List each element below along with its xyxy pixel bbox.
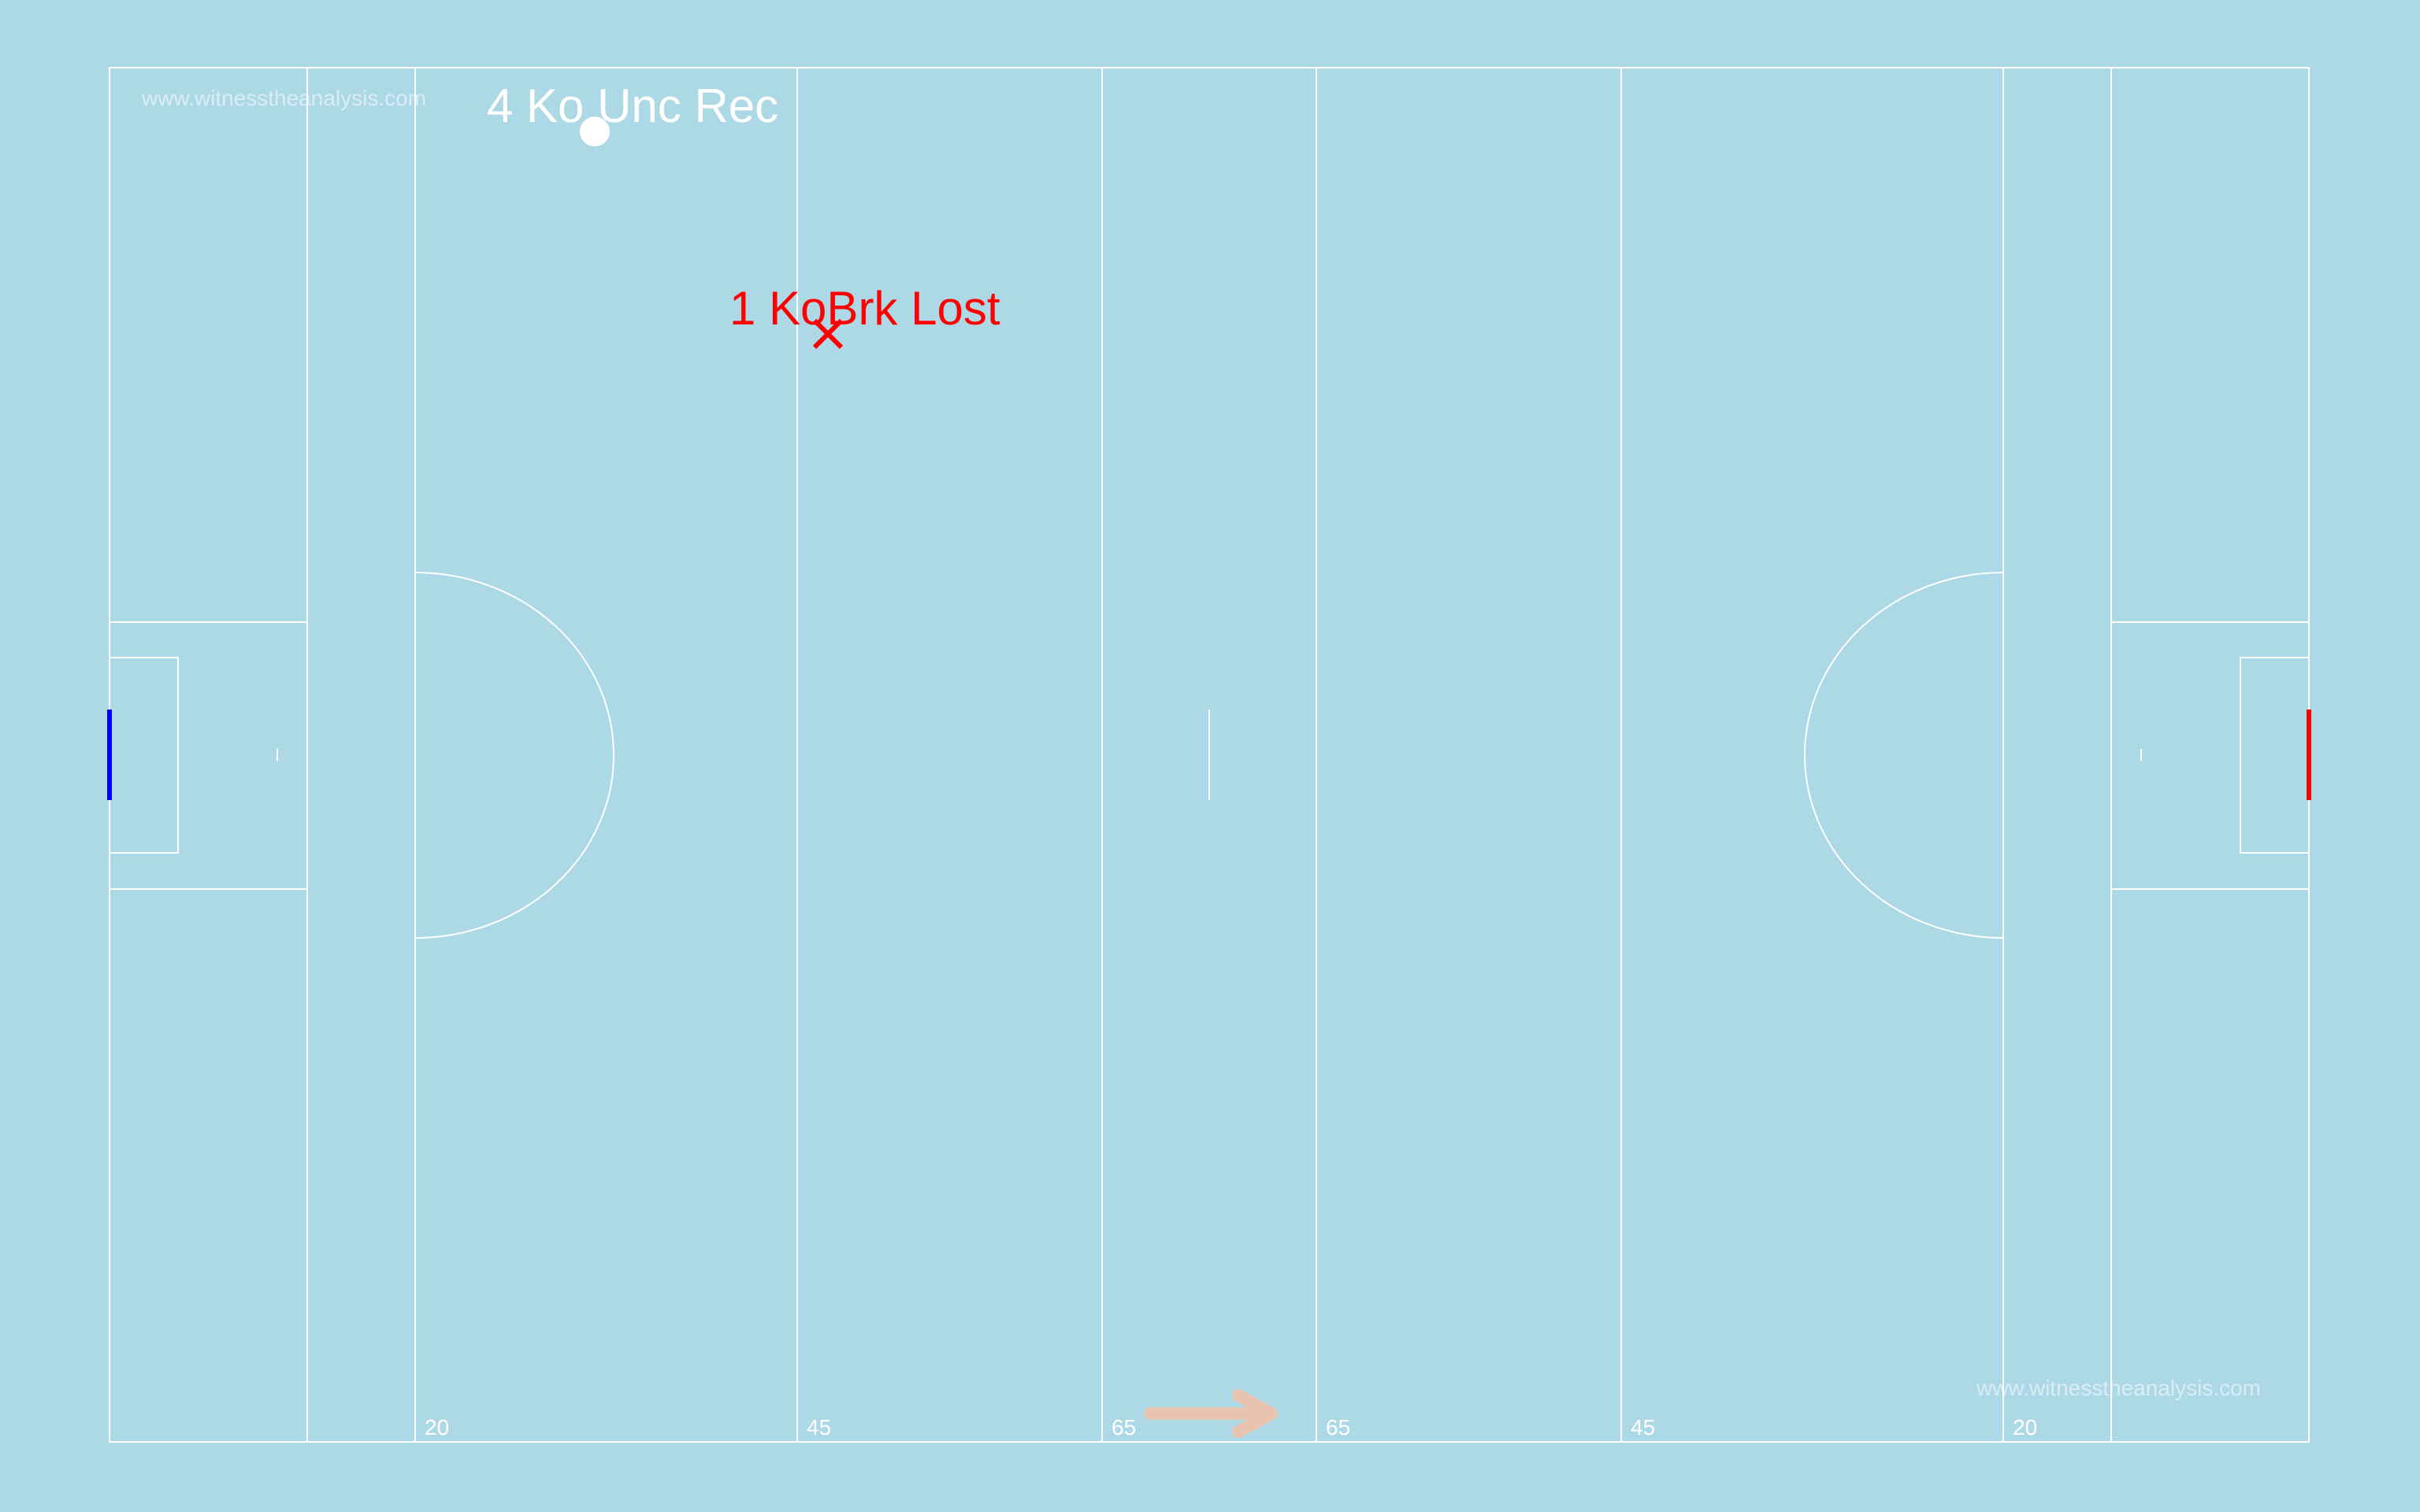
watermark-top-left: www.witnesstheanalysis.com: [141, 86, 426, 110]
watermark-bottom-right: www.witnesstheanalysis.com: [1976, 1376, 2261, 1400]
yard-label-left-20: 20: [425, 1415, 449, 1440]
left-arc: [414, 572, 614, 939]
event-kickout-won: 4 Ko Unc Rec: [487, 80, 778, 146]
event-kickout-lost: 1 KoBrk Lost: [729, 282, 1000, 350]
arrow-right-icon: [1144, 1389, 1278, 1438]
red-cross-icon: [812, 318, 844, 350]
right-small-rectangle: [2240, 657, 2310, 854]
yard-label-left-65: 65: [1112, 1415, 1136, 1440]
yard-label-left-45: 45: [807, 1415, 831, 1440]
yard-label-right-45: 45: [1631, 1415, 1655, 1440]
right-arc: [1804, 572, 2004, 939]
left-small-rectangle: [109, 657, 179, 854]
event-kickout-won-label: 4 Ko Unc Rec: [487, 80, 778, 132]
event-kickout-lost-label: 1 KoBrk Lost: [729, 282, 1000, 335]
yard-label-right-20: 20: [2013, 1415, 2037, 1440]
white-circle-icon: [580, 117, 610, 146]
yard-label-right-65: 65: [1326, 1415, 1350, 1440]
